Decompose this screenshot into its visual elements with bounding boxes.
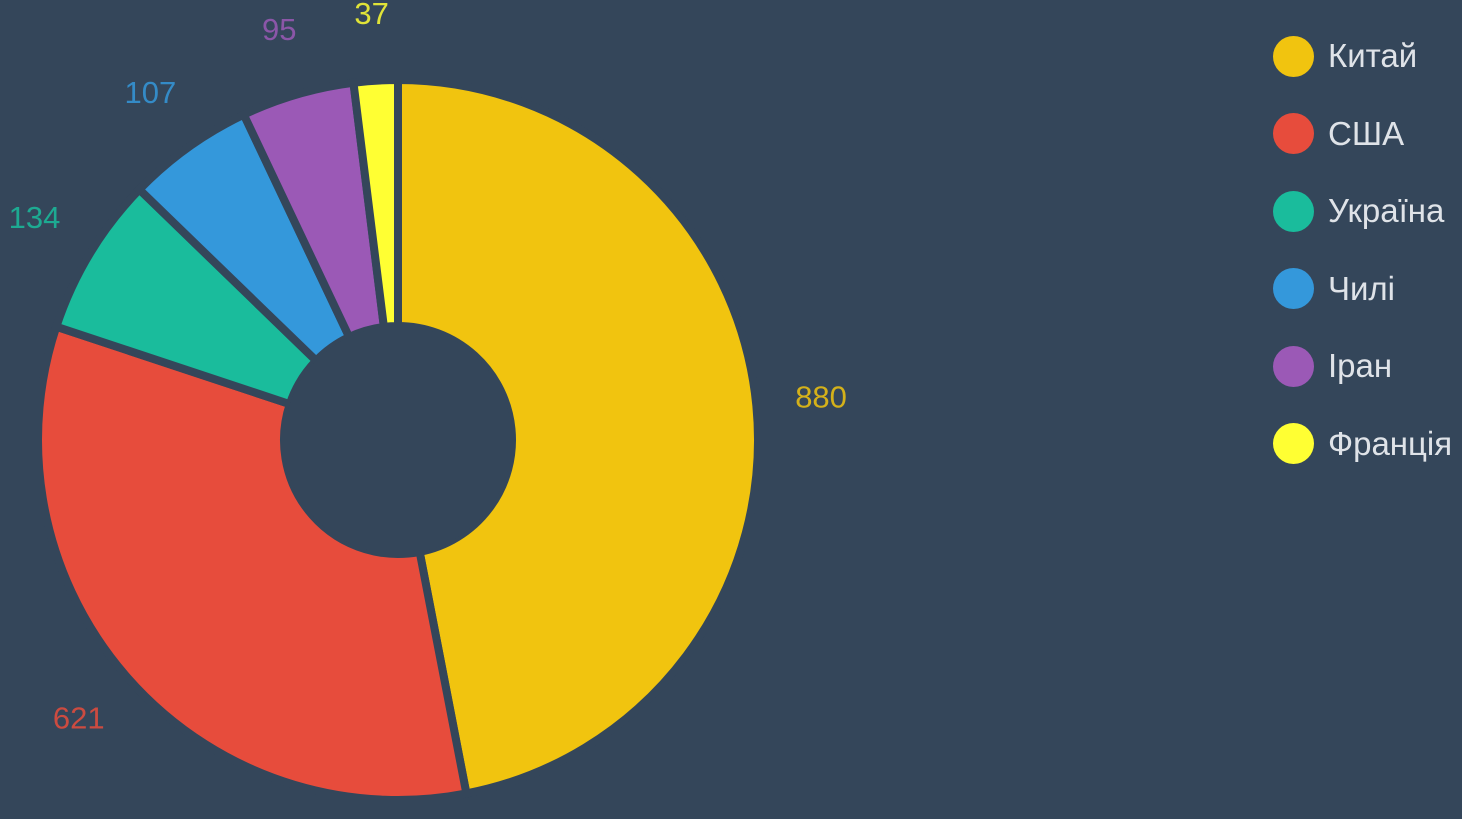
legend-swatch-icon bbox=[1273, 35, 1314, 77]
legend-label: США bbox=[1328, 114, 1405, 152]
legend-swatch-icon bbox=[1273, 190, 1314, 232]
legend-item-4[interactable]: Чилі bbox=[1273, 267, 1452, 311]
legend-swatch-icon bbox=[1273, 113, 1314, 154]
legend-label: Чилі bbox=[1328, 269, 1396, 307]
data-label-6: 37 bbox=[354, 0, 388, 31]
data-label-2: 621 bbox=[53, 701, 105, 736]
legend-item-1[interactable]: Китай bbox=[1273, 34, 1452, 78]
data-label-5: 95 bbox=[262, 12, 296, 47]
donut-hole bbox=[284, 326, 512, 554]
data-label-1: 880 bbox=[795, 380, 847, 415]
legend-swatch-icon bbox=[1273, 268, 1314, 309]
legend-label: Франція bbox=[1328, 424, 1453, 462]
data-label-4: 107 bbox=[125, 75, 177, 110]
legend-item-3[interactable]: Україна bbox=[1273, 189, 1452, 233]
donut-chart: 880 621 134 107 95 37 bbox=[8, 0, 847, 800]
legend-item-6[interactable]: Франція bbox=[1273, 422, 1452, 466]
legend-label: Україна bbox=[1328, 192, 1445, 229]
legend-item-2[interactable]: США bbox=[1273, 112, 1452, 156]
legend-label: Китай bbox=[1328, 37, 1418, 74]
legend-item-5[interactable]: Іран bbox=[1273, 344, 1452, 388]
data-label-3: 134 bbox=[9, 200, 61, 235]
legend: Китай США Україна Чилі Іран Франція bbox=[1273, 34, 1452, 499]
legend-swatch-icon bbox=[1273, 345, 1314, 387]
legend-label: Іран bbox=[1328, 347, 1393, 384]
legend-swatch-icon bbox=[1273, 423, 1314, 464]
